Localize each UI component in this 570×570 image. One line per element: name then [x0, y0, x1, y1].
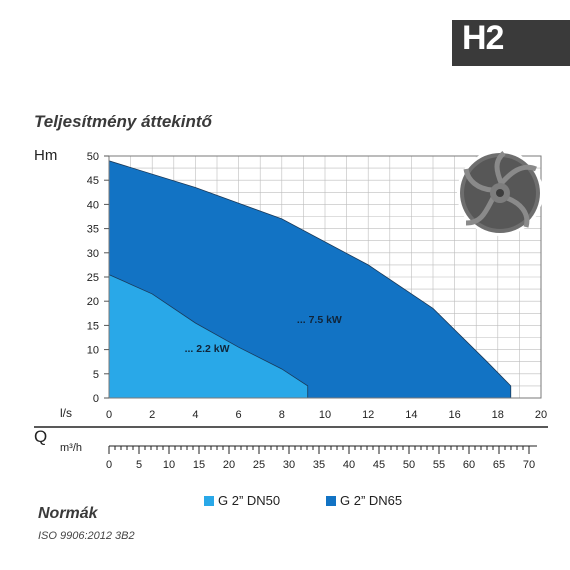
power-label-1: ... 2.2 kW	[185, 343, 230, 355]
legend-item-dn65: G 2” DN65	[326, 493, 402, 508]
y-tick-label: 10	[87, 345, 99, 357]
y-tick-label: 25	[87, 272, 99, 284]
secondary-tick-label: 40	[343, 459, 355, 471]
secondary-tick-label: 55	[433, 459, 445, 471]
y-tick-label: 35	[87, 224, 99, 236]
x-tick-label: 0	[106, 409, 112, 421]
chart-labels: ... 7.5 kW... 2.2 kW05101520253035404550…	[34, 147, 548, 446]
product-badge-label: H2	[462, 19, 504, 57]
legend-label-dn50: G 2” DN50	[218, 493, 281, 508]
x-tick-label: 12	[362, 409, 374, 421]
y-tick-label: 15	[87, 320, 99, 332]
secondary-tick-label: 10	[163, 459, 175, 471]
secondary-tick-label: 50	[403, 459, 415, 471]
legend-item-dn50: G 2” DN50	[204, 493, 280, 508]
secondary-tick-label: 35	[313, 459, 325, 471]
secondary-tick-label: 60	[463, 459, 475, 471]
x-tick-label: 18	[492, 409, 504, 421]
x-tick-label: 4	[192, 409, 198, 421]
power-label-0: ... 7.5 kW	[297, 314, 342, 326]
x-tick-label: 10	[319, 409, 331, 421]
x-tick-label: 20	[535, 409, 547, 421]
y-axis-label: Hm	[34, 147, 57, 164]
x-tick-label: 6	[236, 409, 242, 421]
secondary-axis-unit: m³/h	[60, 442, 82, 454]
x-tick-label: 8	[279, 409, 285, 421]
secondary-tick-label: 70	[523, 459, 535, 471]
chart-areas	[108, 160, 512, 399]
secondary-tick-label: 20	[223, 459, 235, 471]
secondary-tick-label: 65	[493, 459, 505, 471]
y-tick-label: 40	[87, 199, 99, 211]
legend-label-dn65: G 2” DN65	[340, 493, 403, 508]
y-tick-label: 20	[87, 296, 99, 308]
x-axis-unit: l/s	[60, 406, 72, 420]
q-label: Q	[34, 427, 47, 446]
legend-swatch-dn50	[204, 496, 214, 506]
secondary-axis: m³/h 0 5 10 15 20 25 30 35 40 45 50 55 60 65 70	[60, 442, 537, 471]
y-tick-label: 45	[87, 175, 99, 187]
impeller-icon	[457, 150, 543, 236]
secondary-tick-label: 30	[283, 459, 295, 471]
norms-title: Normák	[38, 505, 98, 522]
legend-swatch-dn65	[326, 496, 336, 506]
secondary-tick-label: 45	[373, 459, 385, 471]
x-tick-label: 14	[405, 409, 417, 421]
y-tick-label: 50	[87, 151, 99, 163]
secondary-tick-label: 25	[253, 459, 265, 471]
secondary-tick-label: 5	[136, 459, 142, 471]
product-badge	[452, 20, 570, 66]
y-tick-label: 30	[87, 248, 99, 260]
x-tick-label: 2	[149, 409, 155, 421]
secondary-tick-label: 0	[106, 459, 112, 471]
performance-chart: ... 7.5 kW... 2.2 kW05101520253035404550…	[34, 147, 548, 471]
y-tick-label: 0	[93, 393, 99, 405]
secondary-tick-label: 15	[193, 459, 205, 471]
x-tick-label: 16	[448, 409, 460, 421]
area-series-1	[108, 273, 309, 399]
y-tick-label: 5	[93, 369, 99, 381]
section-title: Teljesítmény áttekintő	[34, 112, 212, 131]
norms-value: ISO 9906:2012 3B2	[38, 530, 135, 542]
